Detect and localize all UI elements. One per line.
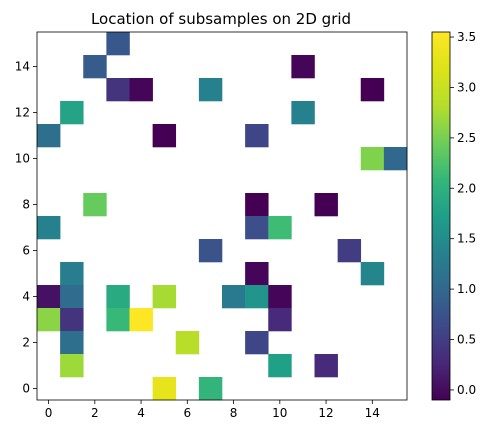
heatmap-cell <box>245 262 269 286</box>
heatmap-cell <box>268 354 292 378</box>
y-tick-label: 4 <box>22 290 30 304</box>
colorbar-tick-label: 3.0 <box>457 80 476 94</box>
y-tick-label: 6 <box>22 244 30 258</box>
colorbar-tick-label: 3.5 <box>457 30 476 44</box>
heatmap-cell <box>37 308 61 332</box>
heatmap-cell <box>268 308 292 332</box>
x-tick-label: 0 <box>45 406 53 420</box>
heatmap-cell <box>383 147 408 171</box>
heatmap-cell <box>60 262 84 286</box>
colorbar-tick-label: 0.0 <box>457 383 476 397</box>
x-axis-ticks: 0 2 4 6 8 10 12 14 <box>45 400 380 420</box>
heatmap-cell <box>106 78 130 102</box>
heatmap-cell <box>129 78 153 102</box>
heatmap-cell <box>60 285 84 309</box>
heatmap-cell <box>106 308 130 332</box>
y-tick-label: 8 <box>22 198 30 212</box>
x-tick-label: 8 <box>230 406 238 420</box>
heatmap-cell <box>198 239 223 263</box>
heatmap-cell <box>245 285 269 309</box>
colorbar-tick-label: 2.5 <box>457 131 476 145</box>
heatmap-cell <box>60 308 84 332</box>
heatmap-cell <box>198 377 223 401</box>
colorbar-ticks: 0.0 0.5 1.0 1.5 2.0 2.5 3.0 3.5 <box>450 30 476 397</box>
chart-title: Location of subsamples on 2D grid <box>91 10 351 28</box>
heatmap-cell <box>152 124 177 148</box>
heatmap-cell <box>37 285 61 309</box>
heatmap-cell <box>245 216 269 240</box>
colorbar <box>431 31 451 401</box>
heatmap-cell <box>152 377 177 401</box>
heatmap-cell <box>360 262 385 286</box>
y-axis-ticks: 0 2 4 6 8 10 12 14 <box>15 60 37 396</box>
heatmap-cell <box>198 78 223 102</box>
heatmap-cell <box>360 147 385 171</box>
heatmap-cell <box>222 285 246 309</box>
y-tick-label: 10 <box>15 152 30 166</box>
heatmap-cell <box>314 354 338 378</box>
heatmap-cell <box>106 32 130 56</box>
y-tick-label: 14 <box>15 60 30 74</box>
heatmap-cell <box>360 78 385 102</box>
x-tick-label: 10 <box>272 406 287 420</box>
heatmap-cell <box>175 331 200 355</box>
x-tick-label: 12 <box>318 406 333 420</box>
heatmap-cell <box>245 124 269 148</box>
x-tick-label: 2 <box>91 406 99 420</box>
heatmap-cell <box>152 285 177 309</box>
heatmap-cell <box>37 216 61 240</box>
heatmap-cell <box>245 193 269 217</box>
heatmap-cell <box>129 308 153 332</box>
colorbar-tick-label: 0.5 <box>457 333 476 347</box>
y-tick-label: 0 <box>22 382 30 396</box>
heatmap-cell <box>337 239 362 263</box>
heatmap-cell <box>291 55 315 79</box>
heatmap-cells <box>37 32 408 401</box>
x-tick-label: 4 <box>137 406 145 420</box>
heatmap-cell <box>83 55 107 79</box>
plot-frame <box>36 31 408 401</box>
heatmap-cell <box>268 285 292 309</box>
y-tick-label: 2 <box>22 336 30 350</box>
heatmap-cell <box>37 124 61 148</box>
heatmap-cell <box>60 354 84 378</box>
x-tick-label: 6 <box>183 406 191 420</box>
heatmap-cell <box>83 193 107 217</box>
heatmap-cell <box>291 101 315 125</box>
heatmap-cell <box>60 101 84 125</box>
heatmap-cell <box>106 285 130 309</box>
heatmap-cell <box>245 331 269 355</box>
colorbar-tick-label: 2.0 <box>457 181 476 195</box>
heatmap-cell <box>60 331 84 355</box>
y-tick-label: 12 <box>15 106 30 120</box>
heatmap-cell <box>268 216 292 240</box>
x-tick-label: 14 <box>365 406 380 420</box>
heatmap-cell <box>314 193 338 217</box>
colorbar-tick-label: 1.0 <box>457 282 476 296</box>
colorbar-tick-label: 1.5 <box>457 232 476 246</box>
